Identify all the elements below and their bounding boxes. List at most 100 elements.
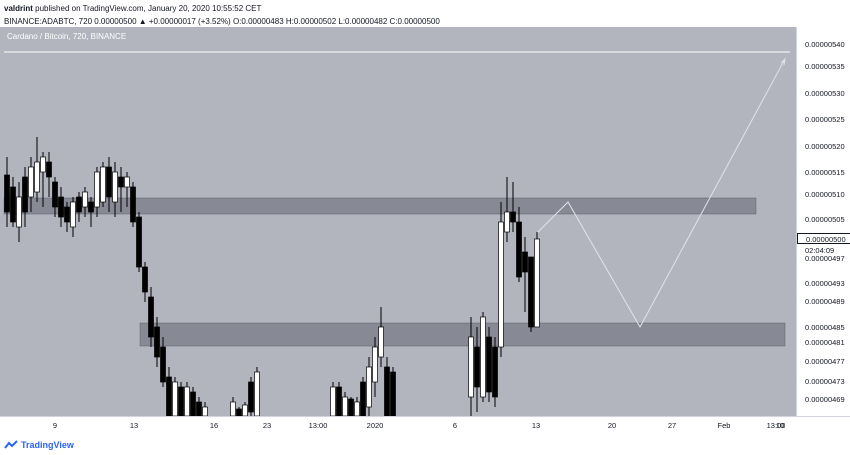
author-name[interactable]: valdrint bbox=[4, 4, 33, 13]
candle-body bbox=[166, 376, 172, 416]
candle-body bbox=[112, 171, 118, 203]
projection-path bbox=[536, 58, 786, 329]
price-tick: 0.00000497 bbox=[805, 254, 845, 263]
candle-body bbox=[242, 404, 248, 416]
candles-group bbox=[4, 137, 540, 416]
candle-body bbox=[28, 166, 34, 198]
price-tick: 0.00000535 bbox=[805, 62, 845, 71]
candle-body bbox=[342, 396, 348, 416]
candle-body bbox=[64, 206, 70, 223]
candle-body bbox=[504, 211, 510, 233]
time-tick: 13:00 bbox=[766, 421, 786, 430]
time-axis[interactable]: 9 13 16 23 13:00 2020 6 13 20 27 Feb 13:00 10 bbox=[0, 416, 850, 437]
price-tick: 0.00000489 bbox=[805, 297, 845, 306]
candle-body bbox=[498, 221, 504, 348]
candle-body bbox=[254, 371, 260, 416]
candle-body bbox=[480, 316, 486, 398]
time-tick: 16 bbox=[209, 421, 219, 430]
candle-body bbox=[160, 346, 166, 383]
candle-body bbox=[384, 366, 390, 416]
time-tick: 10 bbox=[775, 421, 785, 430]
candle-body bbox=[330, 386, 336, 416]
candle-body bbox=[22, 176, 28, 213]
candle-body bbox=[468, 336, 474, 398]
price-tick: 0.00000481 bbox=[805, 338, 845, 347]
time-tick: 23 bbox=[262, 421, 272, 430]
candle-body bbox=[100, 166, 106, 203]
candle-body bbox=[4, 174, 10, 213]
candle-body bbox=[534, 238, 540, 328]
candle-body bbox=[82, 191, 88, 208]
candle-body bbox=[124, 176, 130, 188]
tradingview-logo-icon[interactable] bbox=[4, 440, 18, 450]
candle-body bbox=[148, 296, 154, 338]
candle-body bbox=[230, 401, 236, 416]
candle-body bbox=[106, 166, 112, 198]
price-axis[interactable]: 0.00000540 0.00000535 0.00000530 0.00000525… bbox=[796, 27, 850, 416]
price-tick: 0.00000520 bbox=[805, 142, 845, 151]
time-tick: 20 bbox=[607, 421, 617, 430]
candle-body bbox=[516, 221, 522, 278]
bar-countdown: 02:04:09 bbox=[805, 246, 835, 255]
candle-body bbox=[336, 386, 342, 416]
support-zone bbox=[139, 322, 786, 347]
candle-body bbox=[528, 256, 534, 328]
candle-body bbox=[360, 381, 366, 416]
time-tick: Feb bbox=[717, 421, 731, 430]
candle-body bbox=[46, 161, 52, 178]
candle-body bbox=[378, 326, 384, 358]
price-tick: 0.00000515 bbox=[805, 168, 845, 177]
candle-body bbox=[172, 381, 178, 416]
candle-body bbox=[522, 251, 528, 273]
candle-body bbox=[16, 196, 22, 228]
candle-body bbox=[154, 326, 160, 358]
footer: TradingView bbox=[0, 436, 850, 455]
candle-body bbox=[88, 201, 94, 213]
projection-arrowhead bbox=[780, 57, 786, 66]
price-tick: 0.00000505 bbox=[805, 215, 845, 224]
candle-body bbox=[70, 201, 76, 228]
price-tick: 0.00000485 bbox=[805, 323, 845, 332]
price-tick: 0.00000525 bbox=[805, 115, 845, 124]
candle-body bbox=[34, 161, 40, 193]
candle-body bbox=[190, 391, 196, 416]
candle-body bbox=[58, 196, 64, 218]
candle-body bbox=[474, 346, 480, 388]
candle-body bbox=[118, 176, 124, 188]
chart-pane[interactable]: Cardano / Bitcoin, 720, BINANCE bbox=[0, 27, 796, 416]
candle-body bbox=[94, 171, 100, 208]
candle-body bbox=[354, 401, 360, 416]
publisher-line: valdrint published on TradingView.com, J… bbox=[4, 2, 850, 15]
time-tick: 2020 bbox=[366, 421, 384, 430]
brand-name[interactable]: TradingView bbox=[21, 440, 74, 450]
candle-body bbox=[10, 186, 16, 223]
time-tick: 13:00 bbox=[308, 421, 328, 430]
time-tick: 13 bbox=[531, 421, 541, 430]
candle-body bbox=[510, 211, 516, 223]
price-tick: 0.00000510 bbox=[805, 190, 845, 199]
candle-body bbox=[236, 408, 242, 416]
time-tick: 27 bbox=[667, 421, 677, 430]
candle-body bbox=[486, 336, 492, 393]
candle-body bbox=[390, 371, 396, 416]
last-price-label: 0.00000500 bbox=[797, 233, 850, 244]
candle-body bbox=[130, 186, 136, 223]
price-tick: 0.00000477 bbox=[805, 357, 845, 366]
price-tick: 0.00000469 bbox=[805, 395, 845, 404]
chart-legend-title: Cardano / Bitcoin, 720, BINANCE bbox=[7, 32, 127, 41]
candle-body bbox=[248, 381, 254, 413]
candlestick-plot bbox=[3, 51, 790, 416]
candle-body bbox=[202, 406, 208, 416]
candle-body bbox=[196, 401, 202, 416]
price-tick: 0.00000540 bbox=[805, 40, 845, 49]
candle-body bbox=[184, 386, 190, 416]
candle-body bbox=[348, 398, 354, 416]
symbol-ohlc-line: BINANCE:ADABTC, 720 0.00000500 ▲ +0.0000… bbox=[4, 17, 440, 26]
candle-body bbox=[372, 346, 378, 383]
price-tick: 0.00000530 bbox=[805, 89, 845, 98]
candle-body bbox=[178, 386, 184, 416]
price-tick: 0.00000493 bbox=[805, 279, 845, 288]
candle-body bbox=[52, 181, 58, 208]
candle-body bbox=[40, 156, 46, 173]
publish-info: published on TradingView.com, January 20… bbox=[35, 4, 262, 13]
